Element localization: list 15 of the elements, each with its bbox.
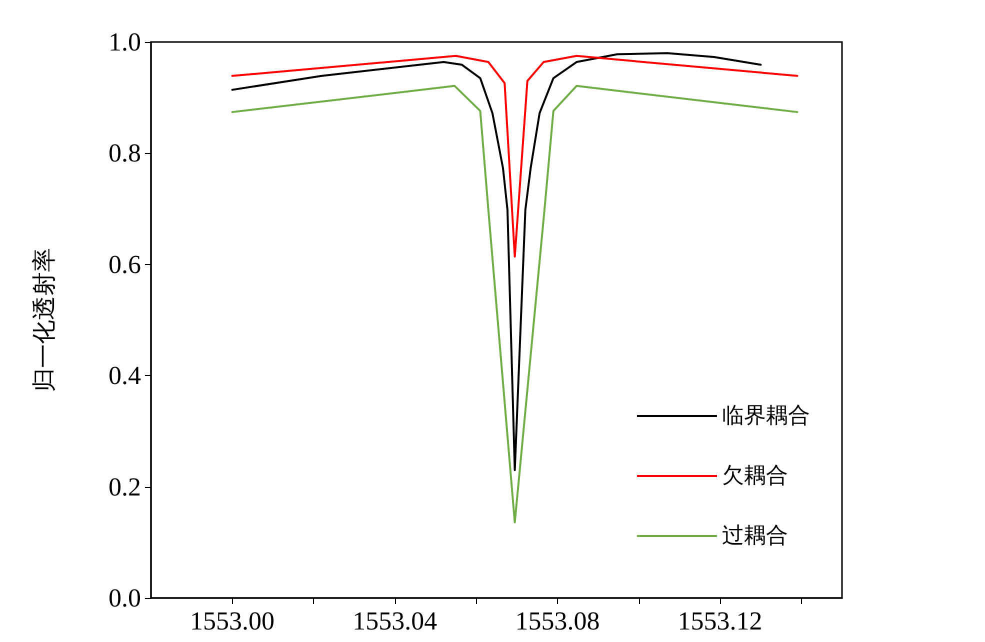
y-tick-label: 0.4 [108, 361, 141, 390]
legend-label: 欠耦合 [722, 464, 788, 488]
x-tick-label: 1553.00 [190, 606, 275, 636]
y-axis-title: 归一化透射率 [30, 248, 58, 392]
y-tick-label: 0.6 [108, 250, 141, 279]
y-tick-label: 0.0 [108, 584, 141, 612]
y-tick-label: 1.0 [108, 28, 141, 56]
x-tick-label: 1553.04 [352, 606, 438, 636]
x-tick-label: 1553.12 [678, 606, 762, 636]
legend-label: 临界耦合 [722, 404, 810, 428]
line-series [231, 54, 798, 258]
x-tick-label: 1553.08 [515, 606, 600, 636]
y-tick-label: 0.8 [108, 138, 141, 168]
y-tick-label: 0.2 [108, 472, 141, 502]
legend-label: 过耦合 [722, 524, 788, 548]
